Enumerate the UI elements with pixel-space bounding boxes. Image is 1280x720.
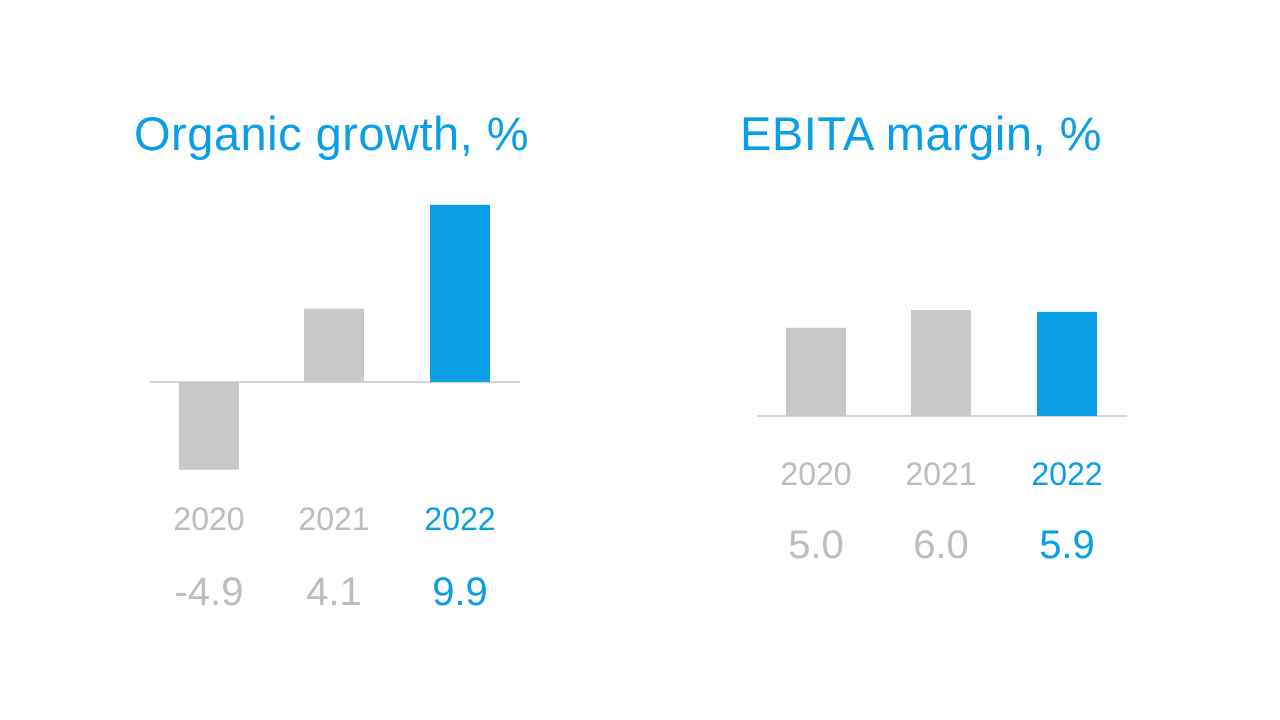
organic-growth-bar-2020	[179, 382, 239, 470]
ebita-margin-bar-2020	[786, 327, 846, 416]
ebita-margin-year-label-2021: 2021	[905, 456, 976, 492]
organic-growth-year-label-2022: 2022	[424, 501, 495, 537]
ebita-margin-year-label-2020: 2020	[780, 456, 851, 492]
ebita-margin-value-label-2020: 5.0	[788, 523, 844, 567]
organic-growth-value-label-2020: -4.9	[175, 570, 244, 614]
organic-growth-value-label-2022: 9.9	[432, 570, 488, 614]
organic-growth-year-label-2021: 2021	[298, 501, 369, 537]
organic-growth-title: Organic growth, %	[134, 107, 530, 160]
organic-growth-bar-2021	[304, 308, 364, 382]
ebita-margin-title: EBITA margin, %	[740, 107, 1102, 160]
organic-growth-year-label-2020: 2020	[173, 501, 244, 537]
organic-growth-value-label-2021: 4.1	[306, 570, 362, 614]
ebita-margin-year-label-2022: 2022	[1031, 456, 1102, 492]
organic-growth-bar-2022	[430, 204, 490, 382]
ebita-margin-value-label-2021: 6.0	[913, 523, 969, 567]
ebita-margin-value-label-2022: 5.9	[1039, 523, 1095, 567]
ebita-margin-bar-2021	[911, 310, 971, 416]
ebita-margin-bar-2022	[1037, 311, 1097, 416]
